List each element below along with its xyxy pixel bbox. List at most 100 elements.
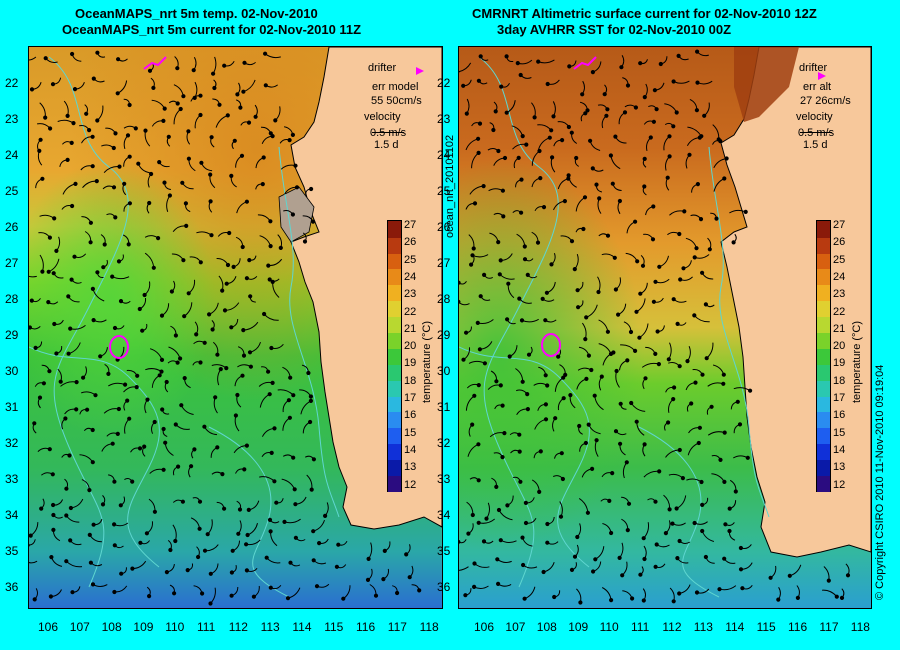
left-colorbar-label: temperature (°C) (421, 320, 433, 403)
current-arrow-head (470, 422, 475, 427)
current-arrow-head (74, 380, 79, 385)
current-arrow-head (248, 294, 253, 299)
current-arrow-head (147, 68, 153, 73)
right-lon-label: 106 (474, 620, 495, 634)
left-lat-label: 34 (5, 508, 19, 522)
current-arrow-head (222, 63, 227, 68)
current-arrow-head (267, 392, 272, 397)
current-arrow-head (270, 380, 275, 385)
current-arrow-head (543, 373, 548, 378)
current-arrow-head (106, 371, 111, 376)
current-arrow-head (208, 571, 213, 576)
colorbar-tick-label: 13 (833, 461, 846, 474)
current-arrow-head (72, 254, 77, 259)
current-arrow-head (116, 406, 122, 412)
current-arrow-head (161, 426, 166, 432)
current-arrow-head (52, 216, 57, 221)
right-lon-label: 117 (819, 620, 839, 634)
left-legend-velocity: velocity (364, 111, 401, 123)
current-arrow-head (198, 360, 203, 365)
current-arrow-head (737, 422, 743, 427)
current-arrow-head (605, 329, 610, 334)
current-arrow-head (245, 532, 250, 538)
current-arrow (459, 566, 469, 571)
right-lat-label: 35 (437, 544, 451, 558)
bathymetry-contour (638, 426, 720, 598)
current-arrow-head (51, 271, 56, 276)
right-lon-label: 114 (725, 620, 745, 634)
current-arrow-head (159, 357, 165, 362)
right-legend-velocity-value: 0.5 m/s (798, 127, 835, 139)
current-arrow-head (49, 555, 54, 560)
current-arrow-head (241, 353, 247, 358)
current-arrow-head (459, 280, 461, 285)
current-arrow-head (604, 113, 609, 118)
current-arrow-head (580, 92, 585, 97)
current-arrow-head (677, 538, 682, 544)
current-arrow-head (116, 259, 122, 264)
current-arrow-head (583, 337, 588, 342)
current-arrow-head (115, 91, 120, 96)
current-arrow-head (722, 479, 727, 484)
current-arrow-head (629, 400, 634, 406)
current-arrow-head (583, 440, 589, 446)
current-arrow-head (210, 327, 215, 332)
current-arrow-head (66, 294, 71, 299)
colorbar-tick-label: 13 (404, 461, 417, 474)
current-arrow-head (591, 569, 596, 574)
current-arrow-head (162, 106, 167, 111)
current-arrow-head (502, 155, 508, 161)
current-arrow-head (795, 595, 800, 601)
colorbar-tick-label: 24 (404, 270, 417, 283)
current-arrow-head (610, 181, 615, 186)
current-arrow-head (740, 586, 745, 591)
current-arrow-head (69, 277, 74, 282)
current-arrow-head (98, 354, 103, 359)
current-arrow-head (32, 597, 37, 602)
right-lat-label: 34 (437, 508, 451, 522)
colorbar-tick-label: 14 (833, 443, 846, 456)
current-arrow-head (653, 499, 658, 504)
current-arrow-head (545, 521, 550, 527)
current-arrow-head (459, 299, 461, 304)
current-arrow-head (54, 248, 59, 253)
current-arrow-head (235, 392, 240, 398)
left-title-line2: OceanMAPS_nrt 5m current for 02-Nov-2010… (62, 22, 362, 37)
current-arrow-head (65, 113, 70, 119)
bathymetry-contour (459, 346, 590, 568)
current-arrow-head (287, 138, 292, 143)
colorbar-tick-label: 21 (404, 322, 417, 335)
current-arrow-head (91, 76, 96, 81)
current-arrow-head (117, 164, 122, 169)
current-arrow-head (634, 309, 639, 314)
current-arrow-head (681, 266, 686, 271)
left-lon-label: 106 (38, 620, 59, 634)
current-arrow-head (111, 185, 117, 190)
current-arrow-head (157, 160, 162, 165)
current-arrow-head (497, 272, 502, 277)
current-arrow-head (703, 302, 708, 307)
current-arrow-head (94, 179, 99, 184)
current-arrow-head (722, 430, 727, 435)
left-lat-label: 35 (5, 544, 19, 558)
colorbar-tick-label: 27 (404, 219, 417, 231)
current-arrow-head (130, 479, 135, 484)
current-arrow-head (532, 115, 537, 120)
current-arrow-head (269, 450, 274, 455)
current-arrow-head (610, 471, 615, 476)
current-arrow-head (566, 173, 571, 178)
current-arrow-head (198, 93, 203, 98)
right-velocity-scale-arrow-icon (800, 132, 832, 133)
current-arrow-head (620, 573, 625, 578)
current-arrow-head (52, 321, 57, 327)
right-colorbar-label: temperature (°C) (851, 320, 863, 403)
current-arrow-head (459, 539, 461, 544)
current-arrow-head (642, 556, 647, 562)
current-arrow-head (40, 176, 45, 181)
current-arrow-head (311, 558, 316, 563)
current-arrow-head (157, 373, 162, 378)
current-arrow-head (738, 545, 743, 551)
current-arrow-head (727, 528, 732, 534)
colorbar-tick-label: 25 (833, 253, 846, 266)
current-arrow-head (81, 375, 86, 380)
